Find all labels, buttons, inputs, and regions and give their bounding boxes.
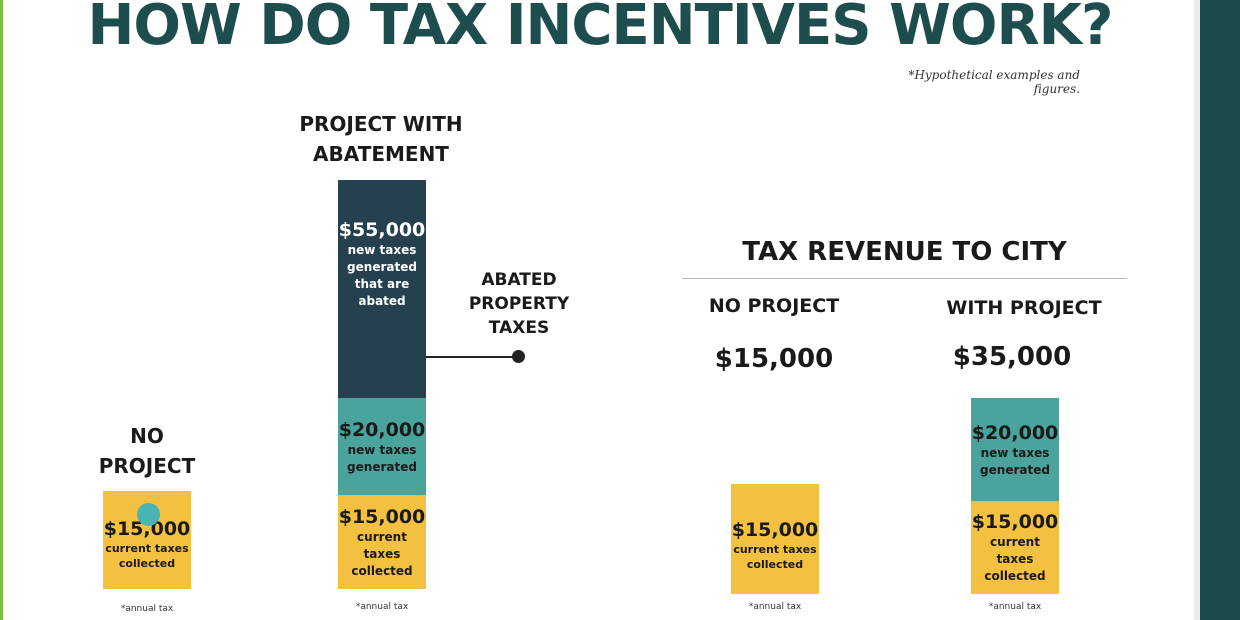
title-divider: [682, 278, 1127, 279]
annotation-abated-property-taxes: ABATED PROPERTY TAXES: [454, 268, 584, 340]
desc-line3: that are: [354, 277, 410, 291]
desc-line1: current taxes: [105, 542, 189, 555]
bar-abatement-abated: $55,000 new taxes generated that are aba…: [338, 180, 426, 398]
desc-line1: new taxes: [980, 445, 1050, 460]
annotation-line2: PROPERTY: [468, 294, 570, 314]
amount: $15,000: [971, 511, 1059, 533]
desc-line1: current taxes: [990, 535, 1040, 566]
annotation-line1: ABATED: [481, 270, 557, 290]
annotation-line3: TAXES: [488, 318, 550, 338]
label-no-project-line2: PROJECT: [98, 454, 196, 478]
desc-line2: collected: [118, 557, 176, 570]
amount: $20,000: [971, 421, 1059, 444]
desc-line2: generated: [347, 459, 417, 474]
label-right-with-project: WITH PROJECT: [946, 297, 1102, 319]
left-edge-stripe: [0, 0, 3, 620]
desc-line2: generated: [980, 462, 1050, 477]
tax-revenue-title: TAX REVENUE TO CITY: [742, 237, 1067, 267]
footnote-right-with-project: *annual tax: [988, 602, 1042, 612]
slide-title: HOW DO TAX INCENTIVES WORK?: [87, 0, 1114, 58]
label-no-project: NO PROJECT: [87, 421, 207, 481]
footnote-abatement: *annual tax: [355, 602, 409, 612]
right-color-band: [1200, 0, 1240, 620]
desc-line1: current taxes: [357, 529, 407, 561]
desc-line4: abated: [358, 294, 406, 308]
bar-abatement-new: $20,000 new taxes generated: [338, 398, 426, 495]
bar-right-no-project-current: $15,000 current taxes collected: [731, 484, 819, 594]
total-right-no-project: $15,000: [714, 344, 834, 374]
hypothetical-note: *Hypothetical examples and figures.: [908, 68, 1080, 96]
desc-line2: collected: [984, 569, 1046, 583]
desc-line1: current taxes: [733, 543, 817, 556]
label-project-with-abatement: PROJECT WITH ABATEMENT: [271, 109, 491, 169]
cursor-highlight: [137, 503, 160, 526]
desc-line2: collected: [746, 558, 804, 571]
label-right-no-project: NO PROJECT: [708, 295, 840, 317]
desc-line1: new taxes: [347, 243, 417, 257]
desc-line1: new taxes: [347, 442, 417, 457]
amount: $20,000: [338, 418, 426, 441]
label-abatement-line1: PROJECT WITH: [299, 112, 463, 136]
slide-gap: [1194, 0, 1200, 620]
bar-right-with-project-new: $20,000 new taxes generated: [971, 398, 1059, 501]
amount: $15,000: [731, 519, 819, 541]
desc-line2: generated: [347, 260, 417, 274]
amount: $15,000: [338, 505, 426, 528]
footnote-right-no-project: *annual tax: [748, 602, 802, 612]
amount: $55,000: [338, 219, 426, 241]
bar-abatement-current: $15,000 current taxes collected: [338, 495, 426, 589]
annotation-dot: [512, 350, 525, 363]
desc-line2: collected: [351, 563, 413, 578]
label-no-project-line1: NO: [130, 424, 164, 448]
bar-right-with-project-current: $15,000 current taxes collected: [971, 501, 1059, 594]
footnote-no-project: *annual tax: [120, 604, 174, 614]
bar-no-project-current: $15,000 current taxes collected: [103, 491, 191, 589]
total-right-with-project: $35,000: [952, 342, 1072, 372]
label-abatement-line2: ABATEMENT: [313, 142, 449, 166]
amount: $15,000: [103, 518, 191, 540]
annotation-connector-line: [426, 356, 518, 358]
